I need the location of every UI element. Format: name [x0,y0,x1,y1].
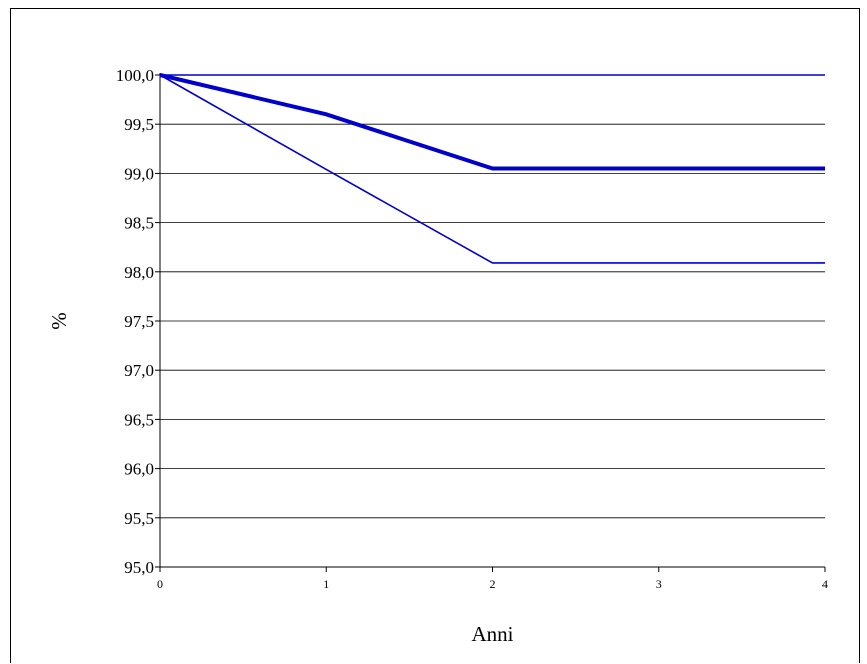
y-tick-label: 97,5 [124,312,154,331]
x-axis-title: Anni [472,622,514,646]
series-line-3 [159,74,825,264]
x-tick-label: 3 [656,577,662,591]
gridlines [160,74,825,519]
x-tick-label: 0 [157,577,163,591]
y-tick-label: 95,0 [124,558,154,577]
y-tick-label: 95,5 [124,509,154,528]
line-chart: 95,0 95,5 96,0 96,5 97,0 97,5 98,0 98,5 99,0 99,5… [47,66,828,646]
y-tick-label: 98,0 [124,263,154,282]
x-tick-label: 2 [490,577,496,591]
y-tick-label: 96,5 [124,410,154,429]
y-tick-labels: 95,0 95,5 96,0 96,5 97,0 97,5 98,0 98,5 99,0 99,5… [116,66,160,577]
y-tick-label: 98,5 [124,214,154,233]
x-tick-label: 1 [323,577,329,591]
series-lines [159,73,825,264]
axes [159,73,825,568]
y-tick-label: 100,0 [116,66,154,85]
y-tick-label: 97,0 [124,361,154,380]
x-tick-labels: 0 1 2 3 4 [157,567,828,591]
y-tick-label: 99,0 [124,164,154,183]
y-axis-title: % [47,312,71,330]
x-tick-label: 4 [822,577,828,591]
y-tick-label: 99,5 [124,115,154,134]
y-tick-label: 96,0 [124,460,154,479]
chart-frame: 95,0 95,5 96,0 96,5 97,0 97,5 98,0 98,5 99,0 99,5… [10,8,860,663]
series-line-2 [159,73,825,171]
